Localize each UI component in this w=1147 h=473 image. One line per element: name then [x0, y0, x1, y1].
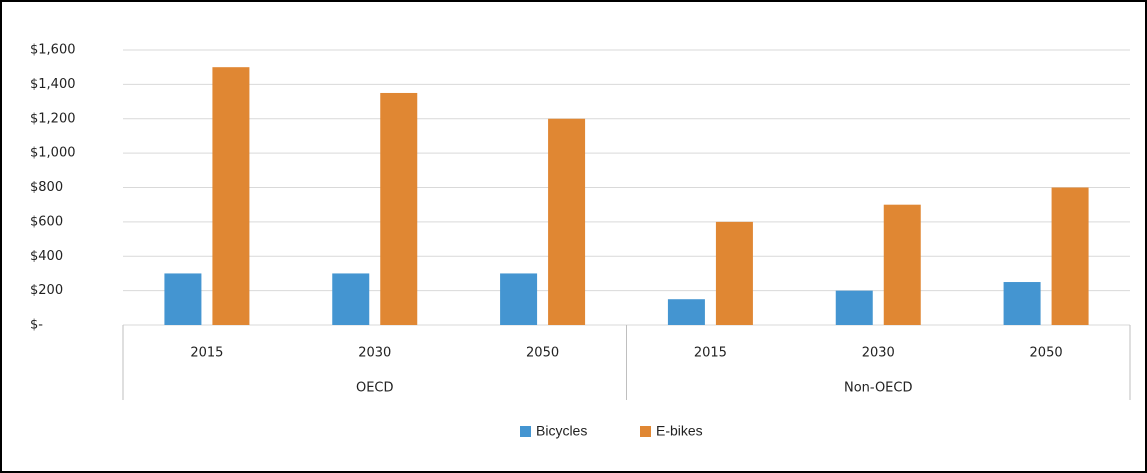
y-tick-label: $1,400	[30, 77, 76, 92]
y-tick-label: $1,000	[30, 146, 76, 161]
legend-swatch	[520, 426, 531, 437]
bar	[380, 92, 418, 325]
y-tick-label: $1,600	[30, 43, 76, 58]
bar	[1003, 282, 1041, 325]
x-tick-label: 2050	[526, 346, 559, 361]
y-tick-label: $1,200	[30, 111, 76, 126]
bar	[164, 273, 202, 325]
x-tick-label: 2030	[862, 346, 895, 361]
bar	[715, 221, 753, 325]
bar	[1051, 187, 1089, 325]
bar	[667, 299, 705, 325]
group-label: OECD	[356, 381, 394, 396]
x-tick-label: 2050	[1030, 346, 1063, 361]
legend-swatch	[640, 426, 651, 437]
bar	[883, 204, 921, 325]
y-tick-label: $600	[30, 214, 63, 229]
bar	[835, 290, 873, 325]
y-tick-label: $-	[30, 318, 43, 333]
bar	[548, 118, 586, 325]
legend-label: Bicycles	[536, 423, 587, 439]
y-tick-label: $200	[30, 283, 63, 298]
group-label: Non-OECD	[844, 381, 913, 396]
bar	[212, 67, 250, 325]
bar	[500, 273, 538, 325]
bar	[332, 273, 370, 325]
y-tick-label: $800	[30, 180, 63, 195]
legend-label: E-bikes	[656, 423, 703, 439]
y-tick-label: $400	[30, 249, 63, 264]
x-tick-label: 2030	[358, 346, 391, 361]
x-tick-label: 2015	[190, 346, 223, 361]
x-tick-label: 2015	[694, 346, 727, 361]
